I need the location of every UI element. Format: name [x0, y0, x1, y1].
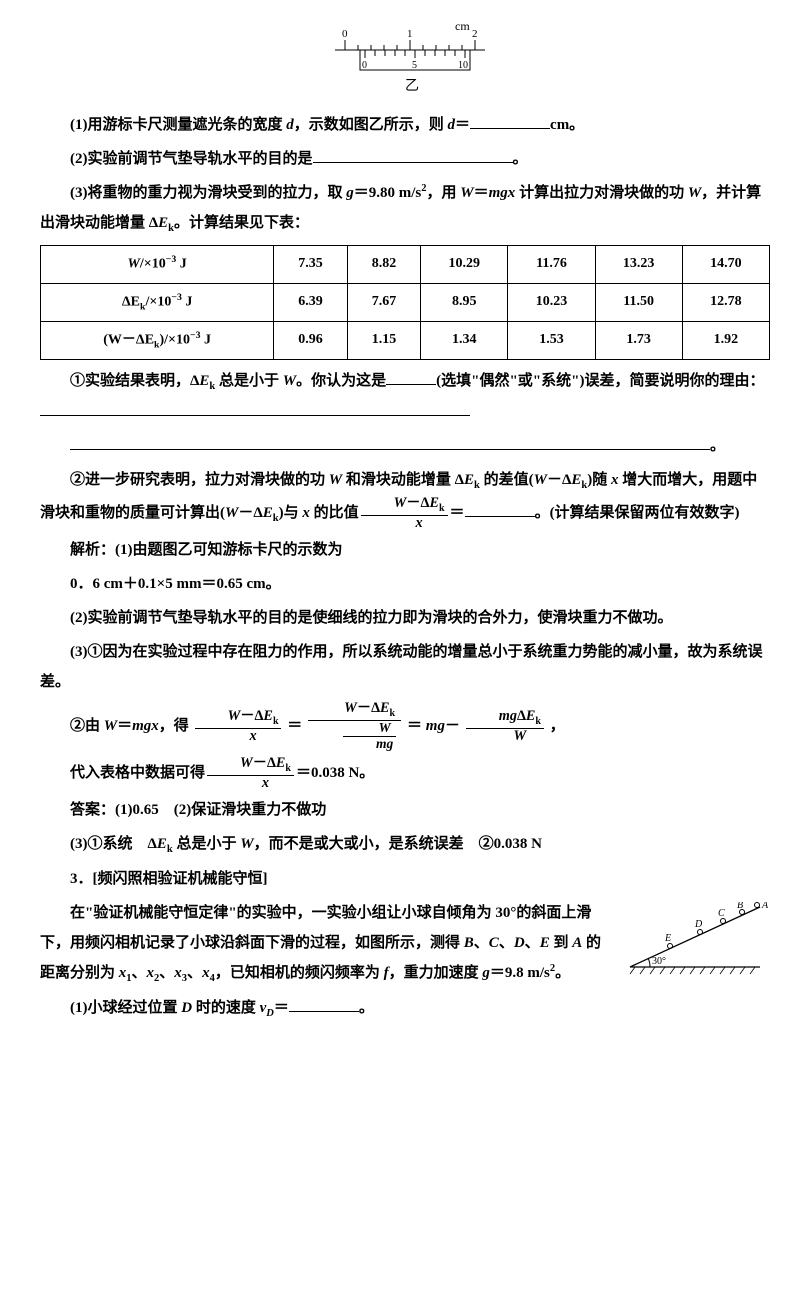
answer-b: (3)①系统 ΔEk 总是小于 W，而不是或大或小，是系统误差 ②0.038 N: [40, 829, 770, 860]
sol-3-2-d: 代入表格中数据可得W－ΔEkx＝0.038 N。: [40, 756, 770, 791]
q2: (2)实验前调节气垫导轨水平的目的是。: [40, 144, 770, 174]
incline-diagram: 30° A B C D E: [620, 902, 770, 982]
svg-text:5: 5: [412, 60, 417, 71]
table-row: ΔEk/×10−3 J 6.397.678.9510.2311.5012.78: [41, 283, 770, 321]
q3-1: ①实验结果表明，ΔEk 总是小于 W。你认为这是(选填"偶然"或"系统")误差，…: [40, 366, 770, 427]
svg-text:E: E: [664, 933, 671, 944]
svg-text:10: 10: [458, 60, 468, 71]
svg-text:A: A: [761, 902, 769, 911]
svg-text:C: C: [718, 908, 725, 919]
table-row: W/×10−3 J 7.358.8210.2911.7613.2314.70: [41, 246, 770, 284]
sol-2: (2)实验前调节气垫导轨水平的目的是使细线的拉力即为滑块的合外力，使滑块重力不做…: [40, 603, 770, 633]
sol-3-1: (3)①因为在实验过程中存在阻力的作用，所以系统动能的增量总小于系统重力势能的减…: [40, 637, 770, 697]
vernier-diagram: cm 0 1 2 0 5 10 乙: [305, 20, 505, 100]
svg-text:30°: 30°: [652, 956, 666, 967]
sol-1a: 解析：(1)由题图乙可知游标卡尺的示数为: [40, 535, 770, 565]
svg-text:D: D: [694, 919, 703, 930]
answer-a: 答案：(1)0.65 (2)保证滑块重力不做功: [40, 795, 770, 825]
svg-text:2: 2: [472, 28, 478, 40]
q3-2: ②进一步研究表明，拉力对滑块做的功 W 和滑块动能增量 ΔEk 的差值(W－ΔE…: [40, 465, 770, 531]
svg-text:0: 0: [362, 60, 367, 71]
svg-text:B: B: [737, 902, 743, 911]
q3: (3)将重物的重力视为滑块受到的拉力，取 g＝9.80 m/s2，用 W＝mgx…: [40, 178, 770, 239]
q1: (1)用游标卡尺测量遮光条的宽度 d，示数如图乙所示，则 d＝cm。: [40, 110, 770, 140]
vernier-scale: 0 5 10: [362, 50, 468, 71]
sol-3-2-eq: ②由 W＝mgx，得 W－ΔEkx ＝ W－ΔEkWmg ＝ mg－ mgΔEk…: [40, 701, 770, 752]
svg-text:1: 1: [407, 28, 413, 40]
sol-1b: 0．6 cm＋0.1×5 mm＝0.65 cm。: [40, 569, 770, 599]
caption: 乙: [405, 78, 419, 94]
svg-text:0: 0: [342, 28, 348, 40]
data-table: W/×10−3 J 7.358.8210.2911.7613.2314.70 Δ…: [40, 245, 770, 360]
p3-title: 3．[频闪照相验证机械能守恒]: [40, 864, 770, 894]
p3-q1: (1)小球经过位置 D 时的速度 vD＝。: [40, 993, 770, 1024]
table-row: (W－ΔEk)/×10−3 J 0.961.151.341.531.731.92: [41, 321, 770, 359]
unit-label: cm: [455, 20, 470, 33]
